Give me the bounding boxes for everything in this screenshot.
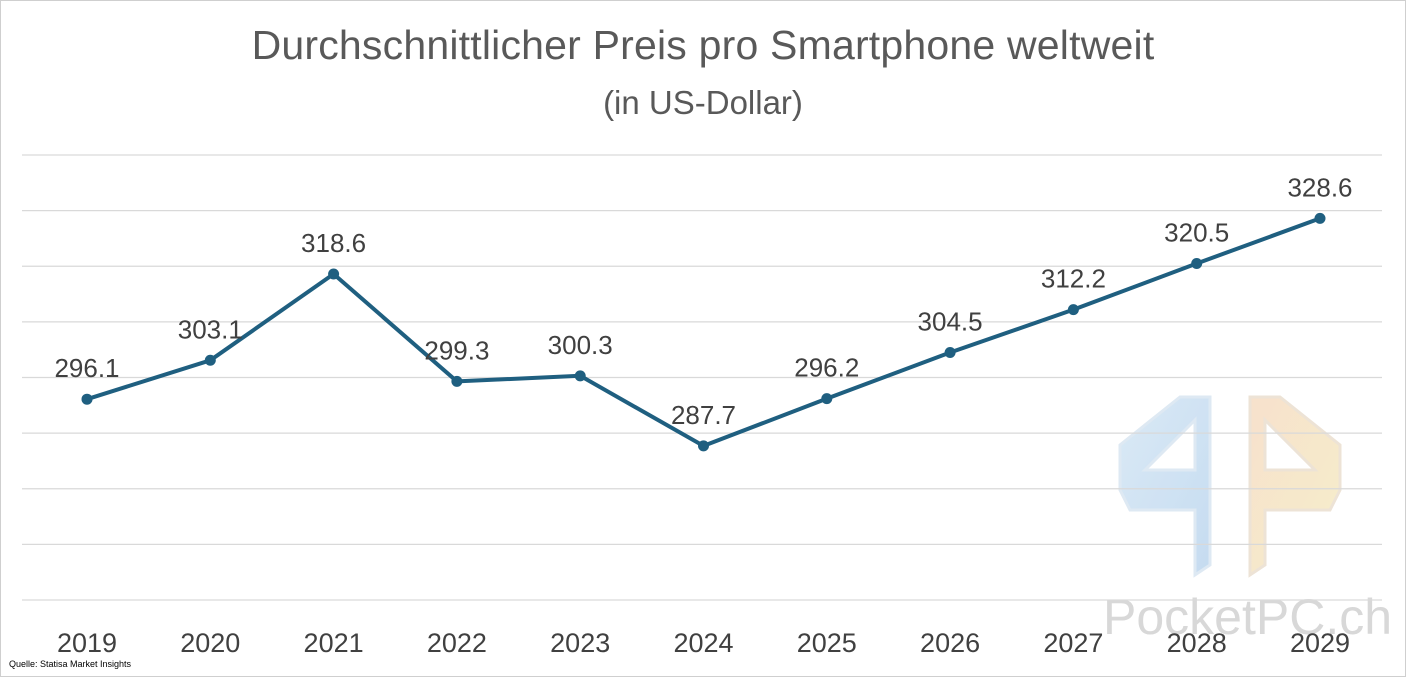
x-tick-label: 2019 xyxy=(57,628,117,658)
x-tick-label: 2029 xyxy=(1290,628,1350,658)
gridlines xyxy=(22,154,1382,601)
data-point xyxy=(451,375,463,387)
watermark-text: PocketPC.ch xyxy=(1103,589,1393,645)
data-label: 303.1 xyxy=(178,314,243,344)
x-tick-label: 2020 xyxy=(180,628,240,658)
data-point xyxy=(204,354,216,366)
chart-subtitle: (in US-Dollar) xyxy=(603,84,803,121)
data-point xyxy=(698,440,709,452)
data-label: 287.7 xyxy=(671,400,736,430)
chart-title: Durchschnittlicher Preis pro Smartphone … xyxy=(251,22,1155,68)
x-tick-label: 2024 xyxy=(673,628,733,658)
data-label: 296.2 xyxy=(794,353,859,383)
x-tick-label: 2021 xyxy=(304,628,364,658)
data-label: 312.2 xyxy=(1041,264,1106,294)
x-tick-label: 2023 xyxy=(550,628,610,658)
data-label: 304.5 xyxy=(918,306,983,336)
x-axis-ticks: 2019 2020 2021 2022 2023 2024 2025 2026 2027 2028… xyxy=(57,628,1350,658)
data-label: 328.6 xyxy=(1287,172,1352,202)
x-tick-label: 2027 xyxy=(1043,628,1103,658)
data-point xyxy=(574,370,586,382)
source-note: Quelle: Statisa Market Insights xyxy=(9,659,132,669)
data-label: 299.3 xyxy=(424,335,489,365)
pocketpc-logo-icon xyxy=(1118,395,1342,578)
x-tick-label: 2022 xyxy=(427,628,487,658)
data-point xyxy=(328,268,340,280)
x-tick-label: 2025 xyxy=(797,628,857,658)
data-labels: 296.1 303.1 318.6 299.3 300.3 287.7 296.2 304.5… xyxy=(54,172,1352,430)
data-label: 318.6 xyxy=(301,228,366,258)
data-point xyxy=(944,346,956,358)
data-point xyxy=(1191,257,1203,269)
data-label: 296.1 xyxy=(54,353,119,383)
data-label: 320.5 xyxy=(1164,217,1229,247)
data-label: 300.3 xyxy=(548,330,613,360)
data-points xyxy=(81,212,1326,452)
data-point xyxy=(821,393,833,405)
data-point xyxy=(1067,304,1079,316)
data-point xyxy=(1314,212,1326,224)
x-tick-label: 2026 xyxy=(920,628,980,658)
x-tick-label: 2028 xyxy=(1167,628,1227,658)
data-point xyxy=(81,393,93,405)
